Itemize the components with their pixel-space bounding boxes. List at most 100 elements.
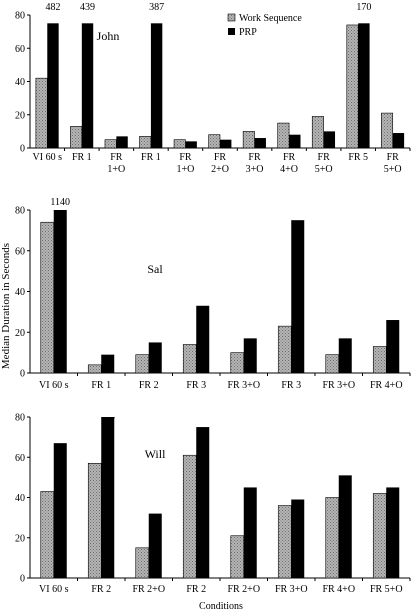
bar-work-sequence <box>182 344 197 374</box>
subject-label: Will <box>145 447 167 461</box>
bar-work-sequence <box>325 354 340 374</box>
bar-work-sequence <box>311 116 324 149</box>
bar-work-sequence <box>325 497 340 579</box>
bar-work-sequence <box>242 131 255 149</box>
chart-panels: 0 20 40 60 80 VI 60 s FR 1 FR 1+O FR 1 FR 1+O FR 2+O F… <box>15 2 411 595</box>
x-tick-label: FR 2+O <box>227 584 260 595</box>
y-tick-label: 20 <box>15 110 25 121</box>
x-tick-label: FR 4+O <box>370 380 403 391</box>
y-tick-label: 20 <box>15 533 25 544</box>
legend-swatch-work-sequence <box>227 13 236 22</box>
bar-prp <box>196 427 210 578</box>
x-tick-label: FR 1+O <box>177 152 195 175</box>
legend-swatch-prp <box>228 28 235 35</box>
bar-prp <box>185 141 197 148</box>
bar-prp <box>291 499 305 578</box>
y-tick-label: 40 <box>15 493 25 504</box>
bar-work-sequence <box>70 126 83 149</box>
data-label: 387 <box>149 2 164 13</box>
x-tick-label: FR 4+O <box>322 584 355 595</box>
x-tick-label: FR 5+O <box>315 152 333 175</box>
bar-prp <box>358 23 370 148</box>
bar-prp <box>289 134 301 148</box>
bar-work-sequence <box>230 352 245 374</box>
x-tick-label: FR 2+O <box>132 584 165 595</box>
bar-work-sequence <box>277 325 292 374</box>
bar-prp <box>338 338 352 373</box>
y-tick-label: 40 <box>15 77 25 88</box>
y-tick-label: 80 <box>15 413 25 424</box>
y-tick-label: 60 <box>15 453 25 464</box>
bar-prp <box>148 342 162 373</box>
subject-label: Sal <box>147 262 163 276</box>
x-tick-label: VI 60 s <box>39 584 69 595</box>
data-label: 117 <box>100 416 115 427</box>
x-tick-label: FR 3+O <box>246 152 264 175</box>
x-tick-label: FR 3+O <box>275 584 308 595</box>
bar-work-sequence <box>139 136 152 149</box>
bar-work-sequence <box>346 24 359 149</box>
bar-work-sequence <box>277 122 290 149</box>
x-tick-label: FR 2+O <box>211 152 229 175</box>
y-tick-label: 20 <box>15 328 25 339</box>
subject-label: John <box>97 29 120 43</box>
data-label: 1140 <box>50 197 70 208</box>
bar-prp <box>323 131 336 148</box>
bar-work-sequence <box>381 112 394 149</box>
y-tick-label: 40 <box>15 287 25 298</box>
bar-prp <box>116 136 128 148</box>
x-tick-label: FR 3+O <box>322 380 355 391</box>
bar-work-sequence <box>35 77 48 149</box>
x-tick-label: FR 2 <box>139 380 159 391</box>
x-tick-label: FR 2 <box>91 584 111 595</box>
chart-panel-sal: 0 20 40 60 80 VI 60 s FR 1 FR 2 FR 3 FR 3+O FR 3 FR… <box>15 197 411 391</box>
bar-prp <box>81 23 94 148</box>
chart-panel-john: 0 20 40 60 80 VI 60 s FR 1 FR 1+O FR 1 FR 1+O FR 2+O F… <box>15 2 411 175</box>
bar-work-sequence <box>135 547 150 579</box>
bar-prp <box>196 305 210 373</box>
chart-panel-will: 0 20 40 60 80 VI 60 s FR 2 FR 2+O FR 2 FR 2+O FR 3… <box>15 413 411 595</box>
bar-work-sequence <box>104 139 117 149</box>
bar-work-sequence <box>372 346 387 374</box>
bar-prp <box>53 443 67 578</box>
x-tick-label: FR 1 <box>91 380 111 391</box>
bar-prp <box>291 220 305 373</box>
x-tick-label: FR 5 <box>348 152 368 163</box>
bar-prp <box>243 338 257 373</box>
bar-prp <box>386 320 400 373</box>
data-label: 439 <box>80 2 95 13</box>
x-tick-label: VI 60 s <box>39 380 69 391</box>
bar-prp <box>101 417 115 578</box>
x-tick-label: FR 5+O <box>384 152 402 175</box>
bar-prp <box>47 23 59 148</box>
x-tick-label: FR 3+O <box>227 380 260 391</box>
y-tick-label: 0 <box>20 574 25 585</box>
x-tick-label: FR 1 <box>141 152 161 163</box>
legend-label-prp: PRP <box>239 27 257 38</box>
y-tick-label: 60 <box>15 44 25 55</box>
x-tick-label: FR 1+O <box>107 152 125 175</box>
bar-prp <box>338 475 352 578</box>
y-tick-label: 60 <box>15 246 25 257</box>
y-tick-label: 80 <box>15 206 25 217</box>
x-tick-label: FR 5+O <box>370 584 403 595</box>
bar-prp <box>243 487 257 578</box>
bar-work-sequence <box>135 354 150 374</box>
x-tick-label: VI 60 s <box>33 152 63 163</box>
x-tick-label: FR 1 <box>72 152 92 163</box>
data-label: 482 <box>45 2 60 13</box>
data-label: 170 <box>356 2 371 13</box>
x-tick-label: FR 3 <box>186 380 206 391</box>
bar-work-sequence <box>208 134 221 149</box>
y-axis-title: Median Duration in Seconds <box>0 243 12 369</box>
bar-work-sequence <box>277 505 292 579</box>
bar-work-sequence <box>87 462 102 579</box>
y-tick-label: 0 <box>20 144 25 155</box>
bar-work-sequence <box>230 535 245 579</box>
bar-prp <box>392 133 405 148</box>
bar-work-sequence <box>87 364 102 374</box>
legend: Work Sequence PRP <box>227 13 302 38</box>
bar-prp <box>220 139 232 148</box>
bar-prp <box>254 138 266 148</box>
